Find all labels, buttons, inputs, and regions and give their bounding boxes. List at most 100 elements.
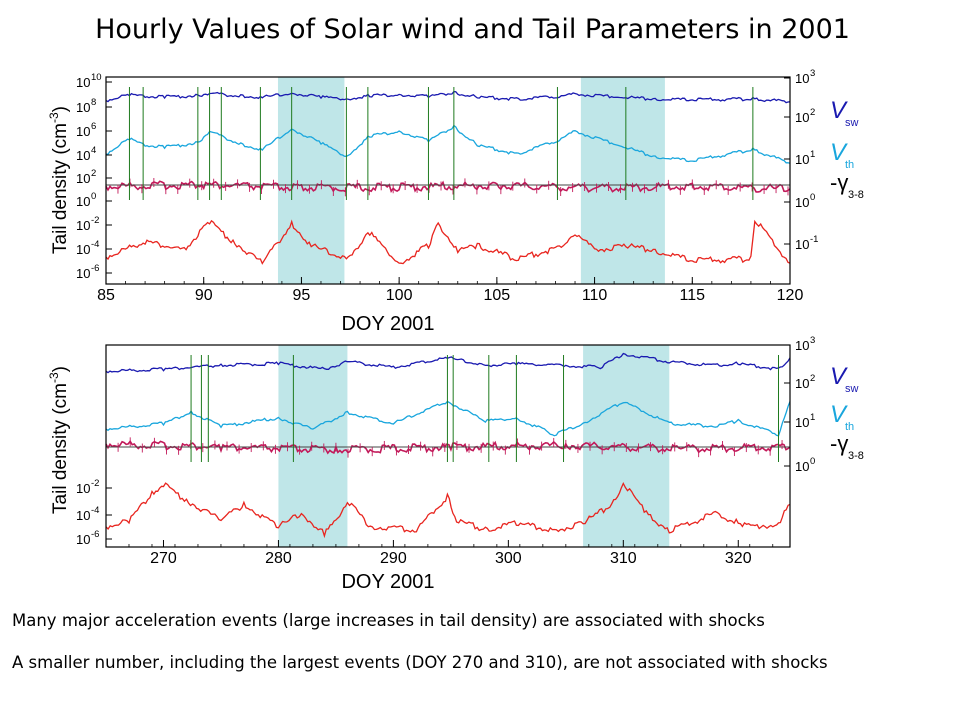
legend-entry-1-0: Vsw xyxy=(830,363,859,395)
svg-text:2: 2 xyxy=(91,168,96,179)
x-tick-label-1-4: 310 xyxy=(610,550,637,567)
x-axis-label-0: DOY 2001 xyxy=(341,313,434,335)
svg-text:-γ: -γ xyxy=(830,431,848,456)
right-tick-label-0-3: 10 0 xyxy=(795,192,815,210)
svg-text:3: 3 xyxy=(810,68,815,79)
x-axis-label-1: DOY 2001 xyxy=(341,571,434,593)
left-tick-label-0-8: 10 -6 xyxy=(76,263,99,281)
svg-text:10: 10 xyxy=(91,72,102,83)
svg-text:-γ: -γ xyxy=(830,170,848,195)
svg-text:10: 10 xyxy=(76,148,90,163)
series-line-0-3 xyxy=(105,219,791,265)
series-line-0-0 xyxy=(105,90,791,104)
right-tick-label-0-0: 10 3 xyxy=(795,68,815,86)
series-line-0-2 xyxy=(105,180,791,194)
x-tick-label-1-2: 290 xyxy=(380,550,407,567)
svg-text:1: 1 xyxy=(810,149,815,160)
svg-text:V: V xyxy=(830,363,848,390)
plot-frame-1 xyxy=(105,344,791,548)
svg-text:10: 10 xyxy=(76,242,90,257)
svg-text:th: th xyxy=(845,159,854,171)
x-tick-label-0-2: 95 xyxy=(293,287,311,304)
left-tick-label-1-2: 10 -6 xyxy=(76,529,99,547)
left-tick-label-0-5: 10 0 xyxy=(76,191,96,209)
svg-text:3-8: 3-8 xyxy=(848,189,864,201)
x-tick-label-1-5: 320 xyxy=(725,550,752,567)
right-tick-label-1-1: 10 2 xyxy=(795,373,815,391)
svg-text:10: 10 xyxy=(76,508,90,523)
svg-text:-2: -2 xyxy=(91,478,99,489)
svg-text:2: 2 xyxy=(810,107,815,118)
left-tick-label-0-1: 10 8 xyxy=(76,97,96,115)
svg-text:10: 10 xyxy=(76,532,90,547)
x-tick-label-0-1: 90 xyxy=(195,287,213,304)
svg-text:6: 6 xyxy=(91,121,96,132)
svg-text:10: 10 xyxy=(76,100,90,115)
svg-text:4: 4 xyxy=(91,145,96,156)
legend-entry-0-2: -γ 3-8 xyxy=(830,170,864,201)
series-line-1-3 xyxy=(105,482,791,539)
svg-text:0: 0 xyxy=(91,191,96,202)
series-line-0-1 xyxy=(105,124,791,164)
x-tick-label-0-3: 100 xyxy=(386,287,413,304)
svg-text:10: 10 xyxy=(795,237,809,252)
left-tick-label-0-3: 10 4 xyxy=(76,145,96,163)
legend-entry-1-2: -γ 3-8 xyxy=(830,431,864,462)
x-tick-label-0-5: 110 xyxy=(582,287,608,304)
note-shocks: Many major acceleration events (large in… xyxy=(12,611,765,630)
svg-text:10: 10 xyxy=(76,194,90,209)
svg-text:1: 1 xyxy=(810,412,815,423)
legend-entry-0-0: Vsw xyxy=(830,97,859,129)
left-tick-label-0-2: 10 6 xyxy=(76,121,96,139)
right-tick-label-1-0: 10 3 xyxy=(795,335,815,353)
svg-text:10: 10 xyxy=(76,218,90,233)
svg-text:0: 0 xyxy=(810,192,815,203)
shaded-interval-0-0 xyxy=(277,77,345,284)
svg-text:3: 3 xyxy=(810,335,815,346)
legend-entry-1-1: Vth xyxy=(830,401,854,433)
right-tick-label-1-2: 10 1 xyxy=(795,412,815,430)
right-tick-label-0-4: 10 -1 xyxy=(795,234,818,252)
right-tick-label-0-2: 10 1 xyxy=(795,149,815,167)
svg-text:V: V xyxy=(830,401,848,428)
svg-text:10: 10 xyxy=(76,481,90,496)
x-tick-label-0-6: 115 xyxy=(680,287,706,304)
svg-text:th: th xyxy=(845,421,854,433)
svg-text:-4: -4 xyxy=(91,505,99,516)
left-tick-label-0-0: 10 10 xyxy=(76,72,102,90)
svg-text:10: 10 xyxy=(76,171,90,186)
svg-text:3-8: 3-8 xyxy=(848,450,864,462)
svg-text:10: 10 xyxy=(76,124,90,139)
svg-text:-1: -1 xyxy=(810,234,818,245)
legend-entry-0-1: Vth xyxy=(830,139,854,171)
svg-text:10: 10 xyxy=(76,75,90,90)
x-tick-label-1-3: 300 xyxy=(495,550,522,567)
left-tick-label-1-0: 10 -2 xyxy=(76,478,99,496)
svg-text:10: 10 xyxy=(795,195,809,210)
y-axis-label-0: Tail density (cm-3) xyxy=(47,106,71,254)
left-tick-label-1-1: 10 -4 xyxy=(76,505,99,523)
x-tick-label-1-1: 280 xyxy=(265,550,292,567)
svg-text:sw: sw xyxy=(845,117,859,129)
left-tick-label-0-4: 10 2 xyxy=(76,168,96,186)
svg-text:sw: sw xyxy=(845,383,859,395)
svg-text:10: 10 xyxy=(795,71,809,86)
svg-text:10: 10 xyxy=(795,152,809,167)
x-tick-label-1-0: 270 xyxy=(150,550,177,567)
svg-text:-4: -4 xyxy=(91,239,99,250)
x-tick-label-0-7: 120 xyxy=(777,287,804,304)
page-title: Hourly Values of Solar wind and Tail Par… xyxy=(95,14,850,45)
svg-text:0: 0 xyxy=(810,456,815,467)
svg-text:10: 10 xyxy=(795,338,809,353)
svg-text:-6: -6 xyxy=(91,529,99,540)
svg-text:10: 10 xyxy=(795,110,809,125)
svg-text:V: V xyxy=(830,139,848,166)
left-tick-label-0-6: 10 -2 xyxy=(76,215,99,233)
svg-text:2: 2 xyxy=(810,373,815,384)
svg-text:10: 10 xyxy=(795,459,809,474)
svg-text:-6: -6 xyxy=(91,263,99,274)
y-axis-label-1: Tail density (cm-3) xyxy=(47,366,71,514)
right-tick-label-0-1: 10 2 xyxy=(795,107,815,125)
left-tick-label-0-7: 10 -4 xyxy=(76,239,99,257)
